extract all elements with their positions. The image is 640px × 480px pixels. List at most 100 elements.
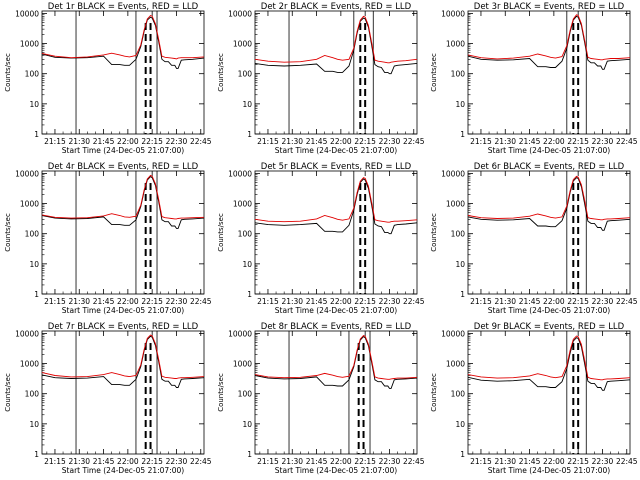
x-tick-label: 22:45 [616,457,638,466]
x-tick-label: 22:30 [592,297,614,306]
y-tick-label: 1 [247,290,252,299]
chart-title: Det 9r BLACK = Events, RED = LLD [474,322,625,332]
x-tick-label: 21:45 [519,457,541,466]
x-axis-label: Start Time (24-Dec-05 21:07:00) [488,466,610,475]
plot-frame [254,170,418,295]
y-tick-label: 10000 [15,9,39,18]
lld-series-line [468,14,630,61]
y-tick-label: 1000 [20,360,39,369]
y-tick-label: 1 [247,130,252,139]
x-tick-label: 22:30 [379,137,401,146]
x-tick-label: 21:15 [257,457,279,466]
events-series-line [255,178,417,235]
x-tick-label: 22:30 [166,137,188,146]
x-tick-label: 22:30 [592,457,614,466]
plot-frame [467,10,631,135]
x-axis-label: Start Time (24-Dec-05 21:07:00) [488,146,610,155]
y-tick-label: 1 [34,130,39,139]
x-tick-label: 22:45 [403,457,425,466]
x-tick-label: 21:15 [44,137,66,146]
plot-frame [467,170,631,295]
chart-title: Det 8r BLACK = Events, RED = LLD [261,322,412,332]
x-tick-label: 21:45 [93,457,115,466]
y-tick-label: 10000 [15,329,39,338]
x-tick-label: 22:15 [354,137,376,146]
detector-panel-2: Det 2r BLACK = Events, RED = LLD 1 10 100 10… [213,0,426,160]
y-tick-label: 1000 [20,200,39,209]
x-tick-label: 21:30 [68,457,90,466]
detector-panel-4: Det 4r BLACK = Events, RED = LLD 1 10 100 10… [0,160,213,320]
events-series-line [468,177,630,231]
x-tick-label: 21:15 [257,137,279,146]
y-tick-label: 10000 [441,169,465,178]
events-series-line [468,15,630,70]
x-tick-label: 22:45 [190,297,212,306]
y-tick-label: 100 [238,390,253,399]
x-tick-label: 22:00 [543,457,565,466]
x-tick-label: 21:30 [494,457,516,466]
chart-svg: Det 3r BLACK = Events, RED = LLD 1 10 100 10… [430,2,638,155]
x-tick-label: 22:30 [592,137,614,146]
y-tick-label: 10000 [15,169,39,178]
x-tick-label: 21:30 [281,137,303,146]
x-tick-label: 22:15 [354,457,376,466]
x-tick-label: 22:30 [166,457,188,466]
detector-panel-9: Det 9r BLACK = Events, RED = LLD 1 10 100 10… [426,320,639,480]
x-tick-label: 21:15 [470,297,492,306]
x-tick-label: 22:15 [141,297,163,306]
y-tick-label: 10 [242,420,252,429]
x-tick-label: 22:15 [567,297,589,306]
y-tick-label: 1000 [233,200,252,209]
x-tick-label: 22:45 [403,137,425,146]
detector-panel-7: Det 7r BLACK = Events, RED = LLD 1 10 100 10… [0,320,213,480]
y-tick-label: 1000 [446,200,465,209]
y-tick-label: 10000 [228,9,252,18]
chart-title: Det 4r BLACK = Events, RED = LLD [48,162,199,172]
y-tick-label: 1000 [446,360,465,369]
x-tick-label: 22:00 [330,457,352,466]
y-axis-label: Counts/sec [4,53,12,92]
x-tick-label: 21:45 [519,137,541,146]
x-axis-label: Start Time (24-Dec-05 21:07:00) [62,306,184,315]
x-tick-label: 22:00 [330,137,352,146]
events-series-line [468,337,630,391]
x-tick-label: 21:45 [93,297,115,306]
y-tick-label: 1 [34,450,39,459]
y-tick-label: 100 [451,230,466,239]
x-tick-label: 22:15 [141,137,163,146]
y-tick-label: 100 [451,390,466,399]
chart-svg: Det 6r BLACK = Events, RED = LLD 1 10 100 10… [430,162,638,315]
y-tick-label: 100 [238,70,253,79]
y-tick-label: 10 [455,420,465,429]
plot-frame [467,330,631,455]
x-tick-label: 22:45 [616,297,638,306]
x-tick-label: 22:30 [379,297,401,306]
x-tick-label: 22:00 [117,137,139,146]
lld-series-line [468,175,630,221]
x-tick-label: 21:15 [44,457,66,466]
y-axis-label: Counts/sec [430,53,438,92]
x-tick-label: 21:30 [494,137,516,146]
x-tick-label: 21:45 [519,297,541,306]
events-series-line [42,176,204,229]
chart-svg: Det 7r BLACK = Events, RED = LLD 1 10 100 10… [4,322,212,475]
plot-frame [254,10,418,135]
x-tick-label: 21:15 [257,297,279,306]
y-tick-label: 1000 [446,40,465,49]
y-axis-label: Counts/sec [430,213,438,252]
y-axis-label: Counts/sec [4,373,12,412]
chart-title: Det 6r BLACK = Events, RED = LLD [474,162,625,172]
chart-svg: Det 4r BLACK = Events, RED = LLD 1 10 100 10… [4,162,212,315]
x-tick-label: 21:30 [68,297,90,306]
y-axis-label: Counts/sec [217,373,225,412]
x-tick-label: 21:45 [306,137,328,146]
lld-series-line [42,334,204,379]
chart-svg: Det 2r BLACK = Events, RED = LLD 1 10 100 10… [217,2,425,155]
detector-panel-6: Det 6r BLACK = Events, RED = LLD 1 10 100 10… [426,160,639,320]
x-axis-label: Start Time (24-Dec-05 21:07:00) [275,306,397,315]
detector-panel-5: Det 5r BLACK = Events, RED = LLD 1 10 100 10… [213,160,426,320]
y-axis-label: Counts/sec [430,373,438,412]
y-tick-label: 10 [242,260,252,269]
y-tick-label: 10 [29,100,39,109]
